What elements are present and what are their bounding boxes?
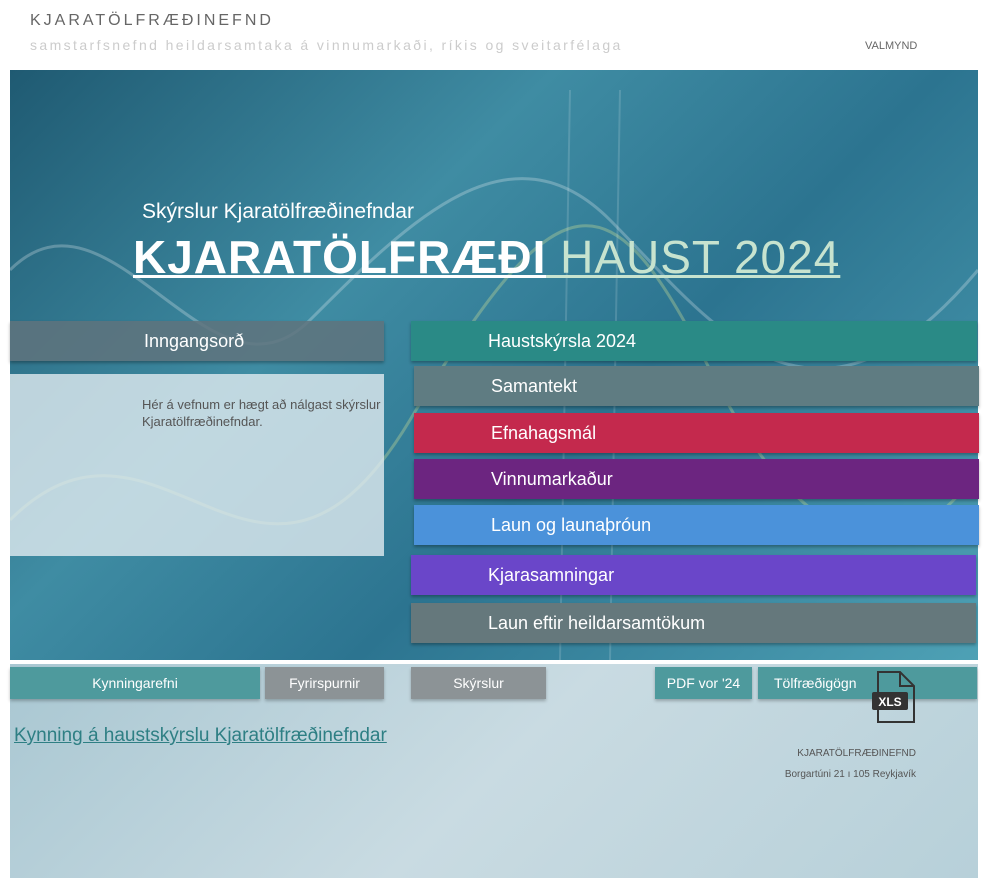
xls-label: XLS [878,695,901,709]
kynning-link[interactable]: Kynning á haustskýrslu Kjaratölfræðinefn… [14,725,387,746]
hero-title-rest[interactable]: HAUST 2024 [546,231,841,283]
xls-file-icon[interactable]: XLS [870,670,916,729]
hero-title[interactable]: KJARATÖLFRÆÐI HAUST 2024 [133,230,840,284]
nav-pdf[interactable]: PDF vor '24 [655,667,752,699]
footer-name: KJARATÖLFRÆÐINEFND [797,748,916,759]
section-efnahagsmal[interactable]: Efnahagsmál [414,413,979,453]
nav-kynningarefni[interactable]: Kynningarefni [10,667,260,699]
site-subtitle: samstarfsnefnd heildarsamtaka á vinnumar… [30,37,623,53]
site-title[interactable]: KJARATÖLFRÆÐINEFND [30,12,274,29]
lower-background [10,664,978,878]
nav-tolfraedigogn[interactable]: Tölfræðigögn [758,667,977,699]
nav-skyrslur[interactable]: Skýrslur [411,667,546,699]
section-laun-eftir-heildarsamtokum[interactable]: Laun eftir heildarsamtökum [411,603,976,643]
hero-title-main[interactable]: KJARATÖLFRÆÐI [133,231,547,283]
intro-text: Hér á vefnum er hægt að nálgast skýrslur… [10,374,384,556]
section-laun[interactable]: Laun og launaþróun [414,505,979,545]
section-kjarasamningar[interactable]: Kjarasamningar [411,555,976,595]
section-samantekt[interactable]: Samantekt [414,366,979,406]
footer-address: Borgartúni 21 ı 105 Reykjavík [784,769,916,780]
section-haustskyrsla[interactable]: Haustskýrsla 2024 [411,321,977,361]
nav-fyrirspurnir[interactable]: Fyrirspurnir [265,667,384,699]
section-vinnumarkadur[interactable]: Vinnumarkaður [414,459,979,499]
menu-button[interactable]: VALMYND [865,40,918,52]
intro-button[interactable]: Inngangsorð [10,321,384,361]
hero-kicker: Skýrslur Kjaratölfræðinefndar [142,200,414,223]
